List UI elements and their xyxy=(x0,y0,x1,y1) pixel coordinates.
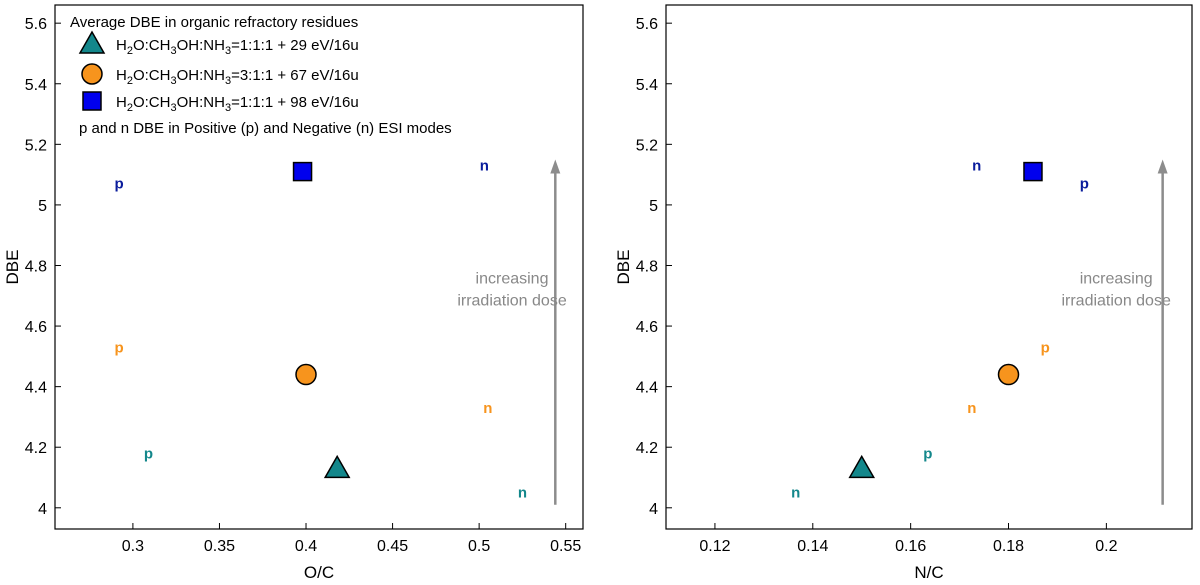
data-point-circle xyxy=(295,363,317,386)
legend-text-part: OH:NH xyxy=(177,37,225,54)
y-tick-label: 4.4 xyxy=(636,380,658,397)
legend-note: p and n DBE in Positive (p) and Negative… xyxy=(79,120,452,137)
y-tick-label: 4.8 xyxy=(636,258,658,275)
y-tick-label: 4.4 xyxy=(25,380,47,397)
x-tick-label: 0.4 xyxy=(295,538,317,555)
legend-text-part: =1:1:1 + 29 eV/16u xyxy=(231,37,359,54)
y-tick-label: 4.2 xyxy=(25,440,47,457)
legend-text-part: OH:NH xyxy=(177,67,225,84)
dose-annotation-line2: irradiation dose xyxy=(1061,293,1171,310)
x-tick-label: 0.45 xyxy=(377,538,408,555)
esi-mode-label: p xyxy=(144,445,153,462)
legend-entry-label: H2O:CH3OH:NH3=1:1:1 + 29 eV/16u xyxy=(116,37,359,57)
legend-subscript: 3 xyxy=(170,102,176,114)
left-panel-oc: 0.3 0.35 0.4 0.45 0.5 0.55 4 4.2 4.4 4.6 4.8 5 5.2 5.… xyxy=(3,4,584,582)
x-tick-label: 0.5 xyxy=(468,538,490,555)
x-tick-label: 0.16 xyxy=(895,538,926,555)
legend-text-part: H xyxy=(116,37,127,54)
legend-subscript: 2 xyxy=(127,102,133,114)
y-tick-label: 4.6 xyxy=(636,319,658,336)
x-tick-label: 0.3 xyxy=(122,538,144,555)
y-tick-label: 4.2 xyxy=(636,440,658,457)
x-tick-label: 0.18 xyxy=(993,538,1024,555)
x-tick-label: 0.12 xyxy=(699,538,730,555)
dose-annotation-line2: irradiation dose xyxy=(457,293,567,310)
dose-annotation-line1: increasing xyxy=(476,271,549,288)
esi-mode-label: n xyxy=(483,400,492,417)
x-tick-label: 0.55 xyxy=(550,538,581,555)
legend-entry-label: H2O:CH3OH:NH3=1:1:1 + 98 eV/16u xyxy=(116,94,359,114)
legend: Average DBE in organic refractory residu… xyxy=(70,14,452,137)
esi-mode-label: n xyxy=(967,400,976,417)
y-axis-title: DBE xyxy=(614,250,633,285)
y-tick-label: 5.6 xyxy=(636,16,658,33)
y-tick-label: 5.2 xyxy=(25,137,47,154)
y-tick-label: 4.6 xyxy=(25,319,47,336)
legend-subscript: 2 xyxy=(127,45,133,57)
dose-annotation: increasing irradiation dose xyxy=(457,271,567,310)
dose-annotation-line1: increasing xyxy=(1080,271,1153,288)
x-axis-title: N/C xyxy=(914,563,943,582)
legend-title: Average DBE in organic refractory residu… xyxy=(70,14,358,31)
esi-mode-label: p xyxy=(1041,339,1050,356)
legend-text-part: O:CH xyxy=(133,37,171,54)
legend-subscript: 3 xyxy=(170,75,176,87)
esi-mode-label: n xyxy=(480,158,489,175)
y-tick-label: 5 xyxy=(38,198,47,215)
legend-subscript: 2 xyxy=(127,75,133,87)
dose-arrow-head xyxy=(550,159,561,174)
data-point-square xyxy=(292,161,313,182)
legend-subscript: 3 xyxy=(170,45,176,57)
data-point-triangle xyxy=(323,454,351,479)
y-axis-title: DBE xyxy=(3,250,22,285)
legend-text-part: H xyxy=(116,67,127,84)
esi-mode-label: p xyxy=(1080,176,1089,193)
legend-subscript: 3 xyxy=(225,45,231,57)
plot-frame xyxy=(665,4,1193,530)
legend-text-part: O:CH xyxy=(133,94,171,111)
y-tick-label: 5.2 xyxy=(636,137,658,154)
x-tick-label: 0.14 xyxy=(797,538,828,555)
legend-text-part: =1:1:1 + 98 eV/16u xyxy=(231,94,359,111)
dose-arrow-head xyxy=(1157,159,1168,174)
legend-marker-square xyxy=(82,91,102,111)
y-tick-label: 4.8 xyxy=(25,258,47,275)
esi-mode-label: p xyxy=(114,176,123,193)
plot-frame xyxy=(54,4,584,530)
esi-mode-label: p xyxy=(923,445,932,462)
y-tick-label: 5.4 xyxy=(636,77,658,94)
dose-annotation: increasing irradiation dose xyxy=(1061,271,1171,310)
legend-marker-triangle xyxy=(78,30,106,54)
y-tick-label: 5.4 xyxy=(25,77,47,94)
esi-mode-label: n xyxy=(972,158,981,175)
esi-mode-label: p xyxy=(114,339,123,356)
legend-text-part: OH:NH xyxy=(177,94,225,111)
x-axis-title: O/C xyxy=(304,563,334,582)
legend-subscript: 3 xyxy=(225,102,231,114)
y-tick-label: 4 xyxy=(649,501,658,518)
esi-mode-label: n xyxy=(791,485,800,502)
legend-subscript: 3 xyxy=(225,75,231,87)
y-tick-label: 5 xyxy=(649,198,658,215)
y-tick-label: 4 xyxy=(38,501,47,518)
y-tick-label: 5.6 xyxy=(25,16,47,33)
legend-text-part: =3:1:1 + 67 eV/16u xyxy=(231,67,359,84)
legend-marker-circle xyxy=(81,63,103,85)
legend-text-part: H xyxy=(116,94,127,111)
data-point-circle xyxy=(997,363,1020,386)
right-panel-nc: 0.12 0.14 0.16 0.18 0.2 4 4.2 4.4 4.6 4.8 5 5.2 5.4 5… xyxy=(614,4,1193,582)
x-tick-label: 0.35 xyxy=(204,538,235,555)
data-point-square xyxy=(1023,161,1043,182)
x-tick-label: 0.2 xyxy=(1095,538,1117,555)
data-point-triangle xyxy=(848,454,876,479)
esi-mode-label: n xyxy=(518,485,527,502)
legend-entry-label: H2O:CH3OH:NH3=3:1:1 + 67 eV/16u xyxy=(116,67,359,87)
legend-text-part: O:CH xyxy=(133,67,171,84)
